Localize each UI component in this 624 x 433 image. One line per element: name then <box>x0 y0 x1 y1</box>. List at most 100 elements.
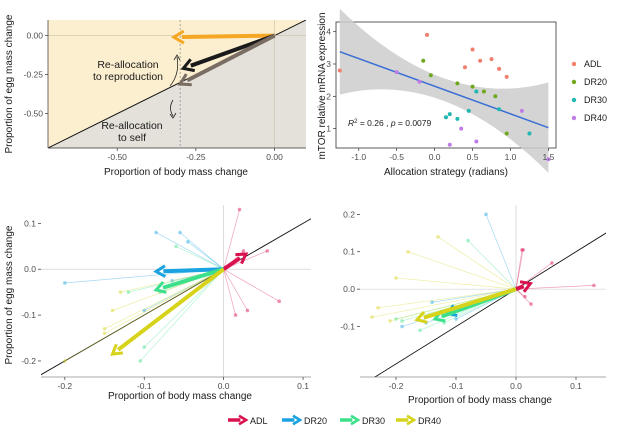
individual-vector-adl <box>515 249 524 290</box>
arrow-reproduction-head <box>170 29 185 45</box>
scatter-point-dr20 <box>504 131 509 136</box>
y-tick-label: 0.1 <box>343 247 355 257</box>
isometry-line <box>41 218 311 376</box>
mean-vector-dr40-head <box>110 343 124 356</box>
scatter-point-dr40 <box>546 157 551 162</box>
scatter-point-dr30 <box>447 112 452 117</box>
scatter-point-dr20 <box>470 84 475 89</box>
y-tick-label: -0.25 <box>24 70 44 80</box>
scatter-point-dr30 <box>474 89 479 94</box>
x-tick-label: -1.0 <box>351 152 366 162</box>
individual-point-dr30 <box>142 345 147 349</box>
mean-vector-dr40-shaft <box>423 287 517 320</box>
scatter-point-dr40 <box>519 108 524 113</box>
individual-vector-dr20 <box>144 268 224 311</box>
axes: -0.50 -0.25 0.00 0.00 -0.25 -0.50 <box>24 20 306 162</box>
individual-vector-adl <box>223 269 248 311</box>
individual-vector-dr30 <box>143 268 224 348</box>
y-tick-label: 0.00 <box>26 31 43 41</box>
individual-vector-dr40 <box>377 288 517 309</box>
legend: ADL DR20 DR30 DR40 <box>571 59 607 123</box>
curved-annotation-arrow-down-head <box>169 112 177 119</box>
individual-vector-dr30 <box>175 245 224 270</box>
scatter-point-dr40 <box>394 70 399 75</box>
legend-label-adl: ADL <box>250 416 268 426</box>
legend-label-dr40: DR40 <box>584 113 607 123</box>
individual-point-adl <box>277 299 282 304</box>
individual-vector-adl <box>515 285 595 290</box>
individual-point-dr40 <box>63 359 67 363</box>
y-tick-label: 0.0 <box>24 264 36 274</box>
individual-vector-dr20 <box>187 241 224 270</box>
individual-point-dr40 <box>102 331 107 336</box>
annotation-reproduction-line2: to reproduction <box>93 71 163 83</box>
individual-vector-dr30 <box>467 240 517 290</box>
individual-point-dr20 <box>142 308 147 313</box>
mean-vector-dr30-shaft <box>162 267 225 290</box>
arrow-self-shaft <box>186 33 276 83</box>
individual-vector-dr40 <box>395 277 517 290</box>
legend-arrow-dr30-head <box>350 414 361 426</box>
legend-label-dr30: DR30 <box>362 416 385 426</box>
isometry-clip <box>41 218 311 376</box>
individual-vector-adl <box>515 249 523 290</box>
legend-marker-dr20 <box>571 79 577 85</box>
individual-point-dr40 <box>370 315 374 319</box>
scatter-point-dr30 <box>444 115 448 120</box>
x-tick-label: -0.50 <box>108 152 128 162</box>
individual-vector-dr40 <box>104 268 224 330</box>
arrow-middle-head <box>180 58 196 73</box>
x-tick-label: 0.0 <box>510 381 522 391</box>
legend-label-adl: ADL <box>584 59 602 69</box>
scatter-point-dr20 <box>421 58 426 63</box>
scatter-point-dr30 <box>466 108 471 113</box>
x-tick-label: -0.1 <box>137 381 152 391</box>
regression-line-path <box>339 51 549 129</box>
scatter-point-adl <box>470 47 475 52</box>
panel-mtor-scatter: -1.0 -0.5 0.0 0.5 1.0 1.5 1 2 3 4 R2 = 0.26 , p =… <box>317 8 607 178</box>
y-tick-label: -0.1 <box>21 310 36 320</box>
y-tick-label: 4 <box>326 27 331 37</box>
annotation-self-line1: Re-allocation <box>101 120 162 132</box>
arrow-self-head <box>177 73 192 87</box>
legend-marker-dr40 <box>571 115 577 121</box>
individual-vector-adl <box>223 209 240 270</box>
individual-vector-adl <box>223 268 280 302</box>
individual-vector-adl <box>515 288 532 305</box>
mean-vectors <box>110 252 249 356</box>
arrow-reproduction-shaft <box>181 33 275 40</box>
individual-vector-dr20 <box>431 288 517 303</box>
scatter-point-dr20 <box>428 73 433 78</box>
individual-point-dr30 <box>174 244 178 249</box>
legend-arrow-adl-head <box>238 414 249 426</box>
individual-point-dr30 <box>138 359 143 363</box>
bottom-legend: ADL DR20 DR30 DR40 <box>228 414 441 426</box>
curved-annotation-arrow-up-head <box>173 54 181 61</box>
individual-vector-dr40 <box>437 236 517 290</box>
mean-vector-dr40-head <box>414 310 428 324</box>
mean-vector-dr20-shaft <box>163 267 224 274</box>
x-tick-label: 0.1 <box>297 381 309 391</box>
x-tick-label: 0.5 <box>467 152 479 162</box>
mean-vector-dr20-head <box>153 264 167 278</box>
scatter-point-adl <box>478 58 483 63</box>
x-tick-label: 0.00 <box>266 152 283 162</box>
scatter-point-dr40 <box>459 126 464 131</box>
isometry-clip <box>374 232 606 377</box>
individual-point-dr40 <box>102 327 107 331</box>
mean-vector-adl-shaft <box>515 284 525 291</box>
individual-point-adl <box>245 308 250 313</box>
scatter-point-dr30 <box>455 116 460 121</box>
panel-conceptual: Re-allocation to reproduction Re-allocat… <box>4 14 306 178</box>
x-tick-label: 0.0 <box>429 152 441 162</box>
scatter-point-dr30 <box>497 107 502 112</box>
individual-point-dr20 <box>430 300 434 305</box>
scatter-point-dr40 <box>447 142 452 147</box>
legend-marker-adl <box>571 61 577 67</box>
x-tick-label: -0.2 <box>389 381 404 391</box>
scatter-point-adl <box>337 68 342 73</box>
individual-point-dr20 <box>186 239 190 244</box>
y-axis-label: Proportion of egg mass change <box>4 225 15 364</box>
y-tick-label: 1 <box>326 124 331 134</box>
